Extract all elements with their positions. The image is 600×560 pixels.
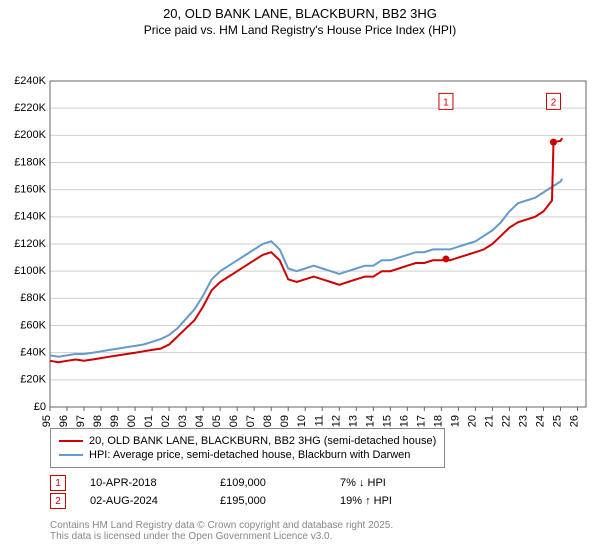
y-tick-label: £60K xyxy=(20,319,46,331)
x-axis-ticks: 1995 1996 1997 1998 1999 2000 2001 2002 2003 2004… xyxy=(41,407,580,427)
sale-hpi-diff: 7% ↓ HPI xyxy=(340,477,460,489)
sale-marker-icon: 1 xyxy=(50,475,66,491)
sale-row-2: 2 02-AUG-2024£195,00019% ↑ HPI xyxy=(50,492,460,510)
legend-swatch xyxy=(59,440,83,442)
legend-swatch xyxy=(59,454,83,456)
chart-title-block: 20, OLD BANK LANE, BLACKBURN, BB2 3HG Pr… xyxy=(0,0,600,37)
x-tick-label: 2008 xyxy=(262,415,274,427)
y-tick-label: £140K xyxy=(14,211,46,223)
x-tick-label: 2020 xyxy=(466,415,478,427)
sale-marker-icon: 2 xyxy=(50,493,66,509)
y-tick-label: £20K xyxy=(20,374,46,386)
price-chart: £0 £20K £40K £60K £80K £100K £120K £140K £160K £1… xyxy=(0,37,600,427)
x-tick-label: 1998 xyxy=(92,415,104,427)
x-tick-label: 2021 xyxy=(483,415,495,427)
x-tick-label: 2023 xyxy=(517,415,529,427)
y-tick-label: £0 xyxy=(34,401,46,413)
x-tick-label: 2000 xyxy=(126,415,138,427)
sale-marker-num-1: 1 xyxy=(443,97,449,108)
y-tick-label: £120K xyxy=(14,238,46,250)
x-tick-label: 2012 xyxy=(330,415,342,427)
title-line-2: Price paid vs. HM Land Registry's House … xyxy=(0,23,600,37)
sale-marker-num-2: 2 xyxy=(551,97,557,108)
x-tick-label: 2026 xyxy=(568,415,580,427)
y-tick-label: £100K xyxy=(14,265,46,277)
gridlines xyxy=(50,81,586,407)
x-tick-label: 1996 xyxy=(58,415,70,427)
legend-label: 20, OLD BANK LANE, BLACKBURN, BB2 3HG (s… xyxy=(89,435,436,447)
x-tick-label: 2003 xyxy=(177,415,189,427)
series-hpi xyxy=(50,179,562,357)
legend-item-hpi: HPI: Average price, semi-detached house,… xyxy=(59,449,436,461)
x-tick-label: 2014 xyxy=(364,415,376,427)
y-tick-label: £160K xyxy=(14,184,46,196)
x-tick-label: 2005 xyxy=(211,415,223,427)
x-tick-label: 1995 xyxy=(41,415,53,427)
sale-hpi-diff: 19% ↑ HPI xyxy=(340,495,460,507)
x-tick-label: 2009 xyxy=(279,415,291,427)
y-tick-label: £40K xyxy=(20,347,46,359)
y-axis-ticks: £0 £20K £40K £60K £80K £100K £120K £140K £160K £1… xyxy=(14,75,46,413)
x-tick-label: 2011 xyxy=(313,415,325,427)
y-tick-label: £80K xyxy=(20,292,46,304)
x-tick-label: 1999 xyxy=(109,415,121,427)
sale-point-1 xyxy=(442,255,449,262)
legend-item-price_paid: 20, OLD BANK LANE, BLACKBURN, BB2 3HG (s… xyxy=(59,435,436,447)
x-tick-label: 2006 xyxy=(228,415,240,427)
legend: 20, OLD BANK LANE, BLACKBURN, BB2 3HG (s… xyxy=(50,428,445,468)
title-line-1: 20, OLD BANK LANE, BLACKBURN, BB2 3HG xyxy=(0,6,600,21)
footer-line-2: This data is licensed under the Open Gov… xyxy=(50,531,393,542)
x-tick-label: 2010 xyxy=(296,415,308,427)
x-tick-label: 2024 xyxy=(534,415,546,427)
x-tick-label: 2025 xyxy=(551,415,563,427)
x-tick-label: 2017 xyxy=(415,415,427,427)
sale-date: 10-APR-2018 xyxy=(90,477,220,489)
sales-table: 1 10-APR-2018£109,0007% ↓ HPI 2 02-AUG-2024… xyxy=(50,474,460,510)
sale-price: £195,000 xyxy=(220,495,340,507)
x-tick-label: 2015 xyxy=(381,415,393,427)
sale-row-1: 1 10-APR-2018£109,0007% ↓ HPI xyxy=(50,474,460,492)
y-tick-label: £180K xyxy=(14,156,46,168)
x-tick-label: 2007 xyxy=(245,415,257,427)
y-tick-label: £220K xyxy=(14,102,46,114)
x-tick-label: 1997 xyxy=(75,415,87,427)
y-tick-label: £240K xyxy=(14,75,46,87)
x-tick-label: 2019 xyxy=(449,415,461,427)
legend-label: HPI: Average price, semi-detached house,… xyxy=(89,449,410,461)
x-tick-label: 2001 xyxy=(143,415,155,427)
x-tick-label: 2004 xyxy=(194,415,206,427)
x-tick-label: 2002 xyxy=(160,415,172,427)
footer-line-1: Contains HM Land Registry data © Crown c… xyxy=(50,520,393,531)
x-tick-label: 2016 xyxy=(398,415,410,427)
sale-price: £109,000 xyxy=(220,477,340,489)
x-tick-label: 2013 xyxy=(347,415,359,427)
y-tick-label: £200K xyxy=(14,129,46,141)
x-tick-label: 2022 xyxy=(500,415,512,427)
attribution-footer: Contains HM Land Registry data © Crown c… xyxy=(50,520,393,542)
sale-date: 02-AUG-2024 xyxy=(90,495,220,507)
sale-point-2 xyxy=(550,139,557,146)
x-tick-label: 2018 xyxy=(432,415,444,427)
series-price_paid xyxy=(50,138,562,362)
